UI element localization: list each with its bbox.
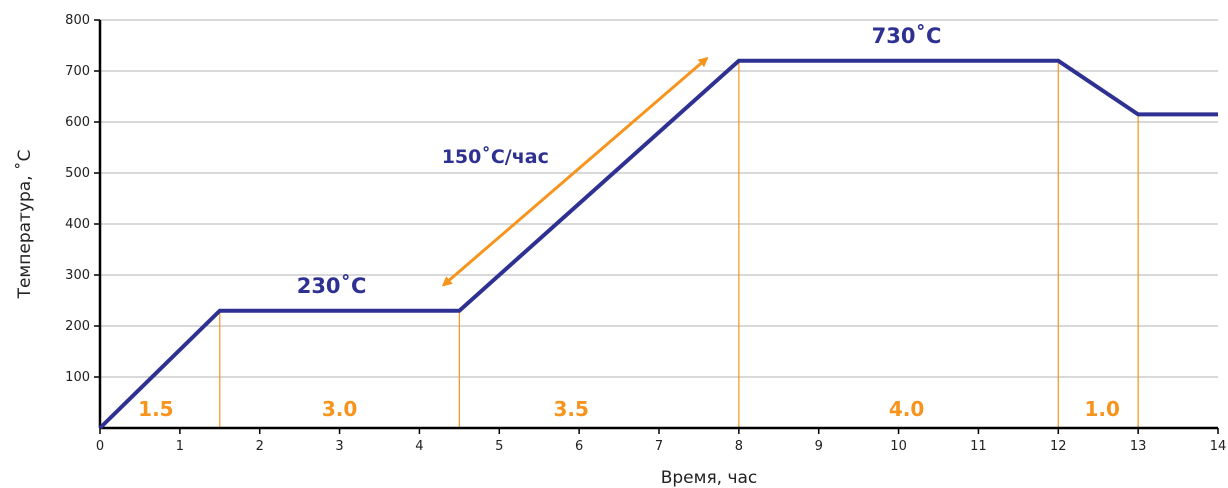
y-tick-label: 300	[65, 268, 90, 283]
series	[98, 56, 1218, 430]
x-tick-label: 14	[1210, 439, 1227, 454]
phase-boundaries	[219, 60, 1139, 428]
x-tick-label: 7	[655, 439, 663, 454]
x-tick-label: 0	[96, 439, 104, 454]
x-tick-label: 12	[1050, 439, 1067, 454]
temperature-line	[98, 58, 1218, 430]
y-tick-label: 800	[65, 13, 90, 28]
x-tick-label: 1	[176, 439, 184, 454]
rate-arrow	[441, 56, 709, 287]
x-tick-label: 13	[1130, 439, 1147, 454]
y-tick-label: 500	[65, 166, 90, 181]
phase-duration-label: 3.0	[322, 397, 357, 421]
phase-duration-label: 4.0	[889, 397, 924, 421]
y-tick-label: 100	[65, 370, 90, 385]
y-tick-label: 400	[65, 217, 90, 232]
x-axis-label: Время, час	[661, 468, 758, 488]
y-tick-label: 700	[65, 64, 90, 79]
x-tick-label: 11	[970, 439, 987, 454]
x-tick-label: 5	[495, 439, 503, 454]
phase-duration-label: 1.5	[138, 397, 173, 421]
x-tick-label: 9	[815, 439, 823, 454]
phase-duration-label: 1.0	[1084, 397, 1119, 421]
x-tick-label: 6	[575, 439, 583, 454]
x-tick-label: 8	[735, 439, 743, 454]
y-tick-label: 600	[65, 115, 90, 130]
grid	[100, 19, 1218, 378]
y-axis-label: Температура, ˚С	[14, 150, 35, 300]
x-tick-label: 10	[890, 439, 907, 454]
plateau-label-730: 730˚С	[872, 24, 942, 48]
x-tick-label: 2	[256, 439, 264, 454]
plateau-label-230: 230˚С	[297, 274, 367, 298]
phase-duration-label: 3.5	[553, 397, 588, 421]
labels: 230˚С 730˚С 150˚С/час 1.5 3.0 3.5 4.0 1.0 Время,…	[14, 24, 1120, 488]
rate-label: 150˚С/час	[442, 145, 549, 168]
y-tick-label: 200	[65, 319, 90, 334]
x-tick-label: 4	[415, 439, 423, 454]
x-tick-label: 3	[335, 439, 343, 454]
